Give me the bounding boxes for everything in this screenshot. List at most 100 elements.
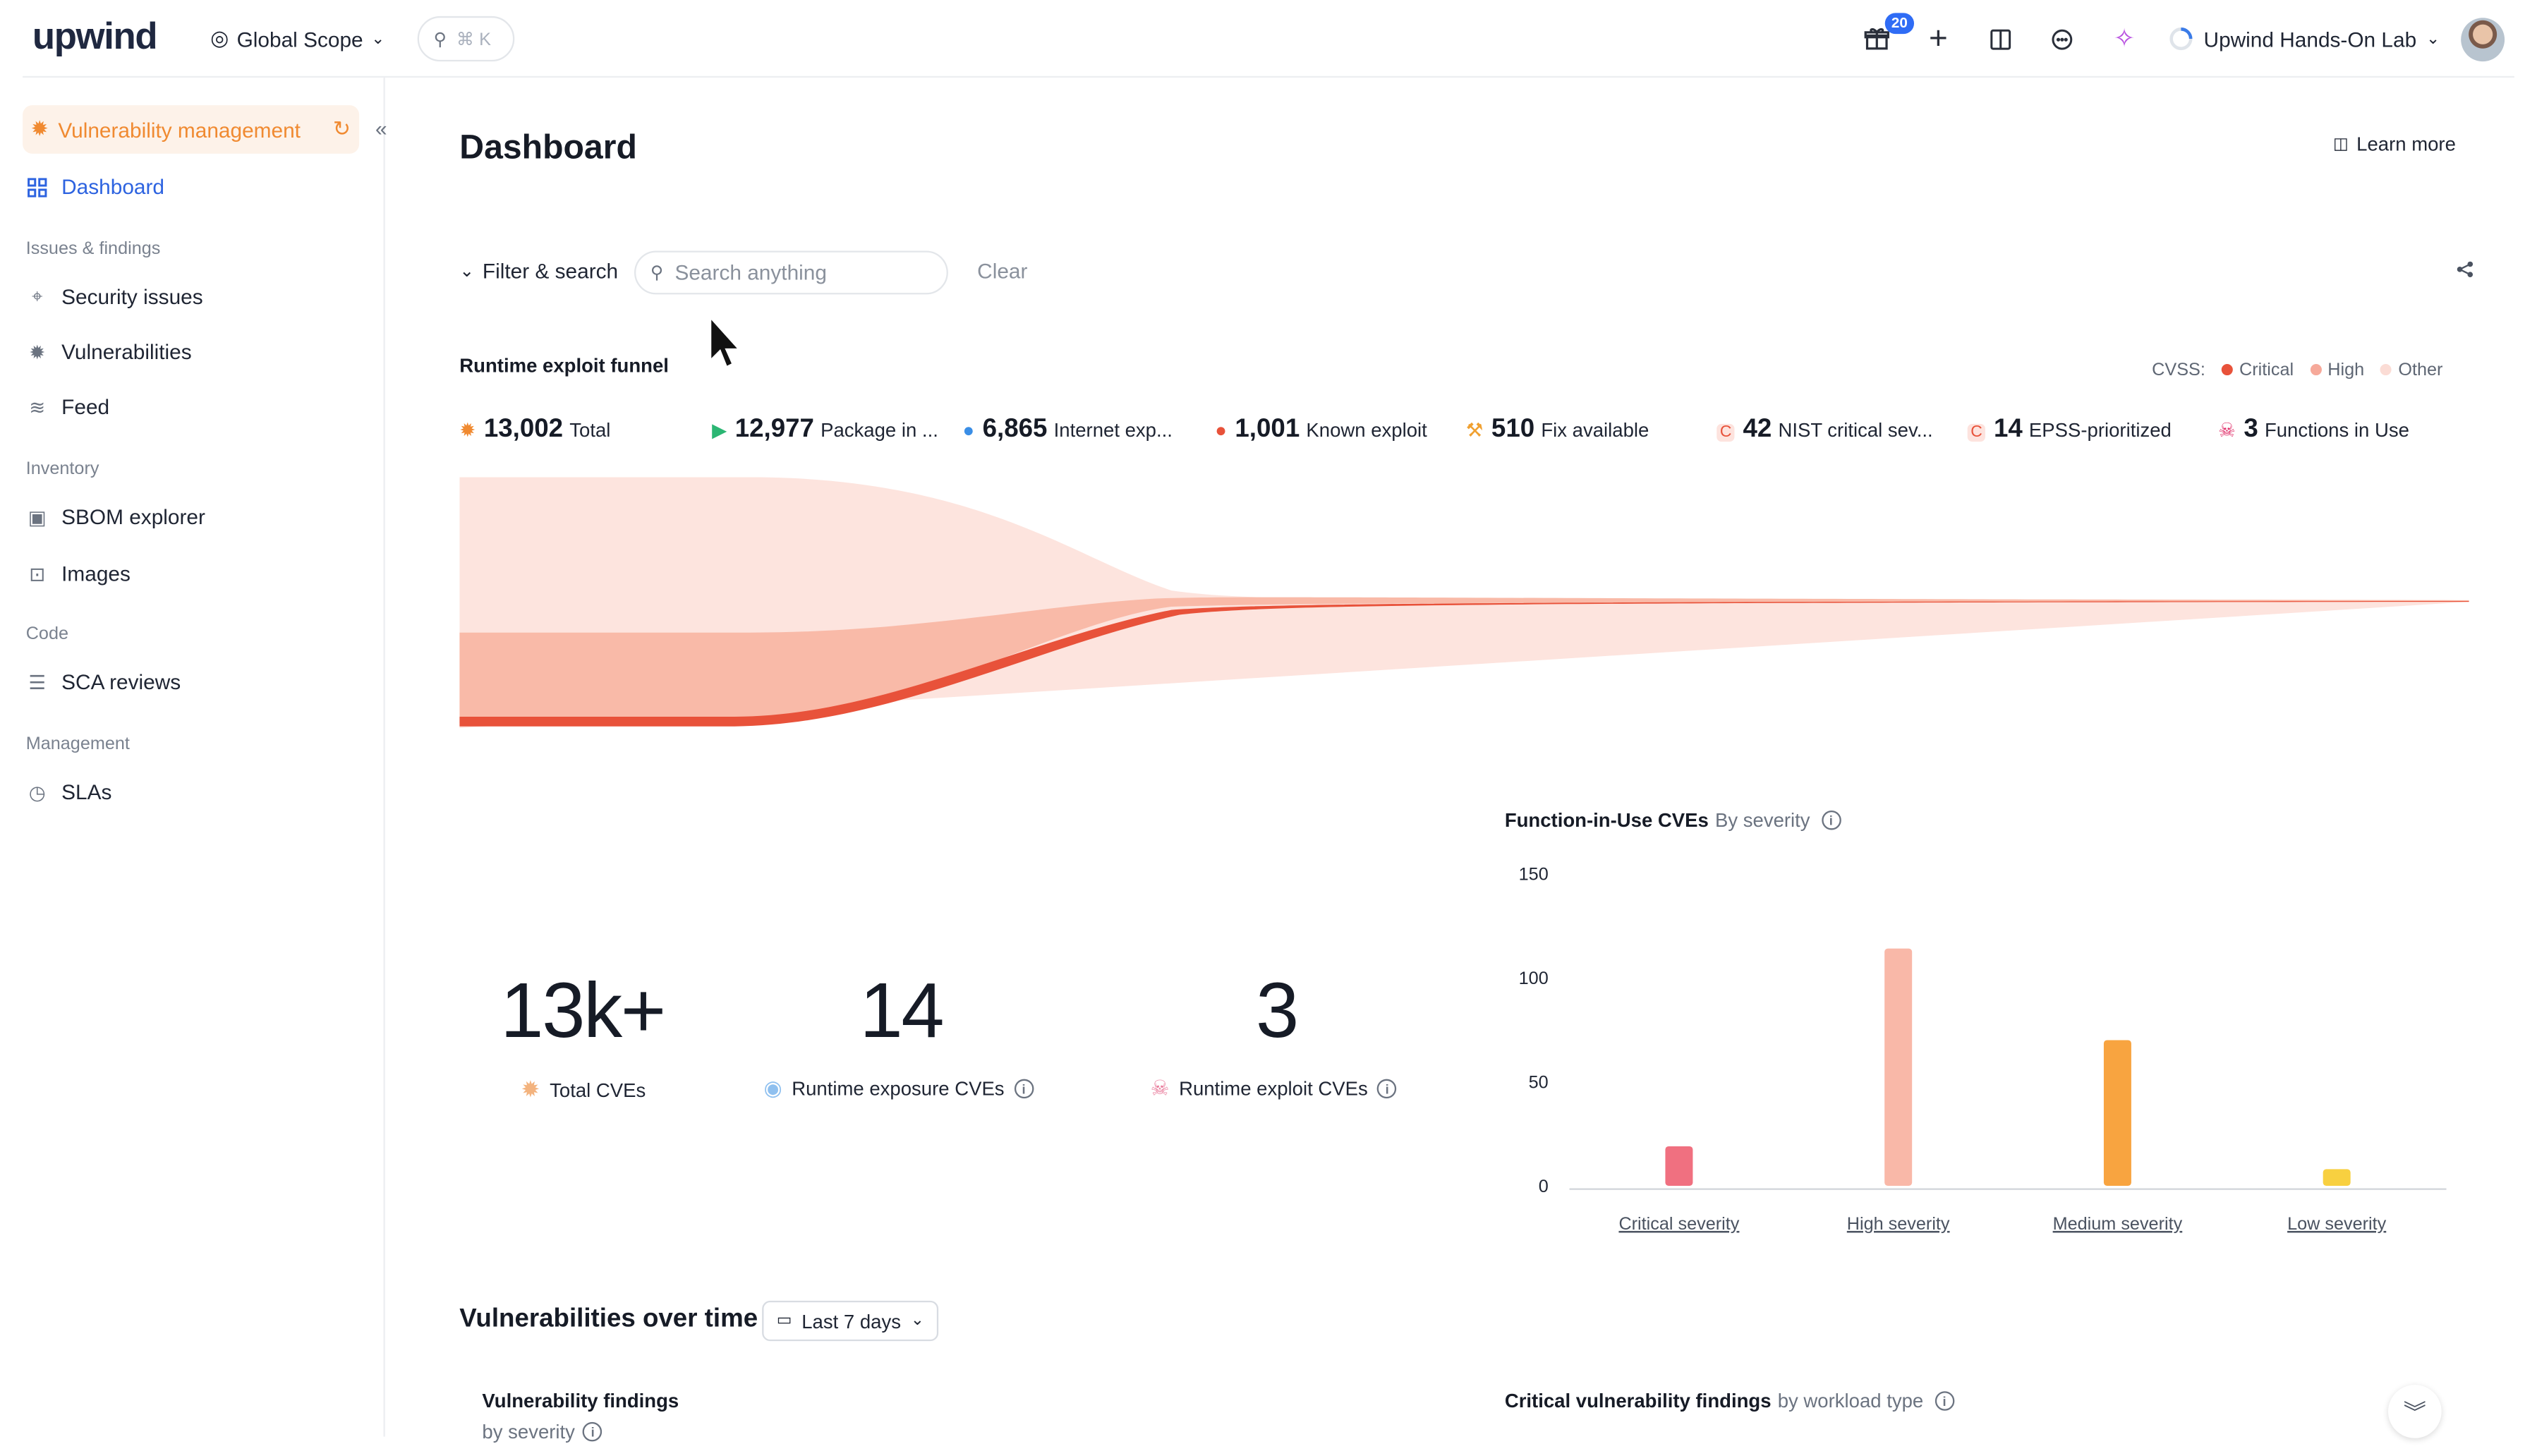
refresh-icon[interactable]: ↻ (332, 116, 351, 141)
kpi-runtime-exposure-value: 14 (859, 969, 944, 1055)
sidebar-item-sbom-explorer[interactable]: ▣ SBOM explorer (26, 505, 205, 529)
bar-high-severity[interactable] (1884, 948, 1913, 1187)
chart-subtitle: By severity (1714, 808, 1810, 832)
section-title-code: Code (25, 624, 69, 644)
bar-low-severity[interactable] (2323, 1169, 2351, 1187)
stat-label: Internet exp... (1053, 418, 1173, 442)
bug-icon: ✹ (29, 340, 46, 363)
crosshair-icon: ⌖ (31, 284, 43, 308)
gift-icon[interactable] (1860, 23, 1893, 55)
chevrons-down-icon: ⌄ (459, 262, 475, 282)
collapse-sidebar-icon[interactable]: « (375, 116, 387, 141)
x-tick-label[interactable]: Critical severity (1618, 1214, 1739, 1234)
kpi-total-cves-value: 13k+ (500, 969, 666, 1055)
chat-icon[interactable] (2045, 23, 2078, 55)
legend-label: Critical (2239, 360, 2294, 380)
page-title: Dashboard (459, 129, 637, 167)
search-input[interactable]: ⚲ Search anything (634, 250, 948, 295)
cvss-label: CVSS: (2152, 360, 2205, 380)
info-icon[interactable]: i (1934, 1391, 1954, 1411)
sidebar-item-vulnerabilities[interactable]: ✹ Vulnerabilities (26, 340, 192, 364)
sidebar-item-label: Vulnerabilities (61, 339, 192, 364)
x-tick-label[interactable]: High severity (1847, 1214, 1950, 1234)
info-icon[interactable]: i (583, 1421, 603, 1442)
funnel-stat-fix-available[interactable]: ⚒ 510 Fix available (1466, 415, 1649, 444)
search-icon: ⚲ (650, 263, 664, 284)
skull-icon: ☠ (2218, 418, 2236, 442)
funnel-stat-package[interactable]: ▶ 12,977 Package in ... (712, 415, 938, 444)
package-icon: ▣ (28, 505, 47, 528)
search-placeholder: Search anything (674, 260, 827, 285)
filter-toggle[interactable]: ⌄ Filter & search (459, 259, 618, 283)
bar-medium-severity[interactable] (2103, 1040, 2131, 1187)
stat-label: EPSS-prioritized (2028, 418, 2172, 442)
book-icon[interactable] (1984, 23, 2016, 55)
sidebar-item-feed[interactable]: ≋ Feed (26, 395, 109, 419)
section-title-management: Management (25, 734, 130, 754)
funnel-chart (459, 477, 2469, 728)
funnel-stat-total[interactable]: ✹ 13,002 Total (459, 415, 610, 444)
skull-icon: ☠ (1150, 1076, 1170, 1100)
sidebar-item-label: Images (61, 561, 131, 586)
sidebar-item-slas[interactable]: ◷ SLAs (26, 779, 112, 803)
globe-icon: ● (962, 418, 975, 442)
module-title: Vulnerability management (58, 117, 301, 142)
y-tick-label: 150 (1519, 865, 1549, 885)
section-title-issues: Issues & findings (25, 239, 161, 259)
section-title-over-time: Vulnerabilities over time (459, 1305, 758, 1333)
stat-value: 42 (1743, 415, 1772, 444)
stat-value: 14 (1993, 415, 2023, 444)
image-scan-icon: ⊡ (29, 562, 46, 586)
c-badge-icon: C (1967, 423, 1986, 442)
funnel-stat-internet[interactable]: ● 6,865 Internet exp... (963, 415, 1173, 444)
vuln-findings-title: Vulnerability findings (482, 1389, 679, 1413)
bug-icon: ✹ (521, 1076, 540, 1102)
kpi-runtime-exposure-label[interactable]: ◉ Runtime exposure CVEs i (763, 1076, 1034, 1102)
funnel-stat-nist[interactable]: C 42 NIST critical sev... (1716, 415, 1933, 444)
funnel-band-high (459, 597, 2469, 724)
stat-value: 3 (2244, 415, 2258, 444)
x-tick-label[interactable]: Medium severity (2053, 1214, 2183, 1234)
sidebar-item-label: Security issues (61, 284, 203, 310)
sidebar-item-security-issues[interactable]: ⌖ Security issues (26, 285, 203, 309)
legend-critical: Critical (2221, 360, 2294, 380)
x-tick-label[interactable]: Low severity (2287, 1214, 2387, 1234)
scroll-down-button[interactable]: ︾ (2387, 1385, 2442, 1438)
globe-icon: ◉ (763, 1076, 782, 1100)
mouse-cursor-icon (709, 315, 741, 369)
scope-selector[interactable]: ◎ Global Scope ⌄ (210, 26, 385, 52)
sidebar-item-label: Dashboard (61, 174, 165, 200)
sidebar-item-sca-reviews[interactable]: ☰ SCA reviews (26, 669, 181, 693)
funnel-stat-known-exploit[interactable]: ● 1,001 Known exploit (1215, 415, 1427, 444)
user-avatar[interactable] (2461, 18, 2505, 62)
plus-icon[interactable]: + (1929, 20, 1948, 56)
search-shortcut: ⌘ K (456, 30, 491, 49)
info-icon[interactable]: i (1377, 1079, 1398, 1099)
chart-title: Critical vulnerability findings (1504, 1389, 1772, 1413)
org-selector[interactable]: Upwind Hands-On Lab ⌄ (2168, 26, 2440, 52)
clear-button[interactable]: Clear (977, 258, 1028, 284)
stat-value: 510 (1491, 415, 1535, 444)
chart-title: Function-in-Use CVEs (1504, 808, 1709, 832)
fiu-bar-chart: 0 50 100 150 Critical severity High severity M… (1519, 865, 2447, 1234)
global-search-button[interactable]: ⚲ ⌘ K (417, 16, 515, 62)
chevron-down-icon: ⌄ (371, 30, 385, 48)
sidebar-item-dashboard[interactable]: Dashboard (26, 175, 164, 199)
upwind-logo[interactable]: upwind (32, 15, 158, 59)
learn-more-label: Learn more (2356, 133, 2456, 156)
module-header[interactable]: ✹ Vulnerability management ↻ (23, 105, 360, 154)
info-icon[interactable]: i (1821, 810, 1841, 830)
target-icon: ◎ (210, 25, 229, 51)
kpi-total-cves-label[interactable]: ✹ Total CVEs (521, 1076, 646, 1103)
vuln-findings-subtitle: by severity i (482, 1421, 603, 1443)
funnel-stat-epss[interactable]: C 14 EPSS-prioritized (1967, 415, 2172, 444)
learn-more-link[interactable]: ◫ Learn more (2333, 133, 2456, 155)
sidebar-item-images[interactable]: ⊡ Images (26, 562, 131, 586)
sparkles-icon[interactable]: ✧ (2113, 25, 2136, 54)
kpi-runtime-exploit-label[interactable]: ☠ Runtime exploit CVEs i (1150, 1076, 1398, 1102)
info-icon[interactable]: i (1014, 1079, 1034, 1099)
bar-critical-severity[interactable] (1665, 1146, 1693, 1187)
date-range-select[interactable]: ▭ Last 7 days ⌄ (762, 1300, 939, 1342)
share-icon[interactable] (2456, 260, 2474, 283)
funnel-stat-functions[interactable]: ☠ 3 Functions in Use (2218, 415, 2409, 444)
